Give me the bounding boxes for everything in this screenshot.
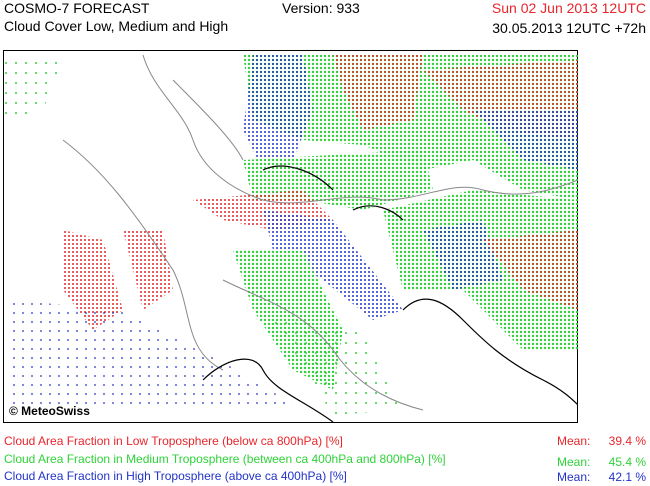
- cloud-fields: [3, 55, 578, 415]
- mean-label: Mean:: [557, 434, 591, 448]
- mean-value: 45.4 %: [608, 455, 646, 469]
- mean-label: Mean:: [557, 455, 591, 469]
- legend-medium: Cloud Area Fraction in Medium Tropospher…: [4, 452, 446, 466]
- run-time: 30.05.2013 12UTC +72h: [492, 20, 646, 36]
- coastlines: [202, 165, 578, 423]
- mean-value: 42.1 %: [608, 470, 646, 484]
- subtitle: Cloud Cover Low, Medium and High: [4, 18, 229, 34]
- legend-high: Cloud Area Fraction in High Troposphere …: [4, 469, 347, 483]
- legend-low: Cloud Area Fraction in Low Troposphere (…: [4, 434, 343, 448]
- map: © MeteoSwiss: [3, 50, 578, 423]
- title: COSMO-7 FORECAST: [4, 0, 150, 16]
- borders: [62, 54, 578, 411]
- mean-label: Mean:: [557, 470, 591, 484]
- mean-value: 39.4 %: [608, 434, 646, 448]
- version: Version: 933: [282, 0, 360, 16]
- credit: © MeteoSwiss: [9, 404, 90, 418]
- valid-time: Sun 02 Jun 2013 12UTC: [491, 0, 646, 16]
